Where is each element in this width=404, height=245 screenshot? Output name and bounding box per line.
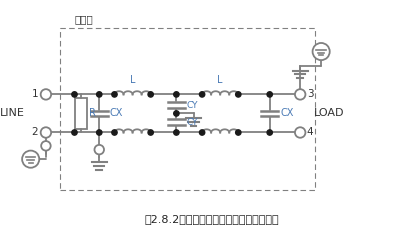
- Circle shape: [97, 130, 102, 135]
- Text: CY: CY: [187, 101, 198, 110]
- Circle shape: [112, 92, 117, 97]
- Circle shape: [95, 145, 104, 154]
- Circle shape: [295, 89, 305, 100]
- Circle shape: [148, 130, 154, 135]
- Circle shape: [295, 127, 305, 138]
- Circle shape: [174, 111, 179, 116]
- Text: R: R: [89, 109, 96, 118]
- Text: 2: 2: [32, 127, 38, 137]
- Circle shape: [148, 92, 154, 97]
- Text: CY: CY: [187, 119, 198, 127]
- Text: ケース: ケース: [74, 14, 93, 24]
- Circle shape: [112, 130, 117, 135]
- Text: 1: 1: [32, 89, 38, 99]
- Text: L: L: [130, 75, 135, 85]
- Text: CX: CX: [110, 109, 123, 118]
- Circle shape: [22, 151, 39, 168]
- Text: LINE: LINE: [0, 109, 25, 118]
- Circle shape: [97, 92, 102, 97]
- Circle shape: [200, 92, 205, 97]
- Circle shape: [41, 141, 50, 151]
- Circle shape: [236, 92, 241, 97]
- Circle shape: [267, 130, 272, 135]
- Circle shape: [41, 89, 51, 100]
- Circle shape: [174, 92, 179, 97]
- Bar: [76, 98, 87, 129]
- Text: 4: 4: [307, 127, 314, 137]
- Circle shape: [72, 130, 77, 135]
- Text: 3: 3: [307, 89, 314, 99]
- Circle shape: [236, 130, 241, 135]
- Text: CX: CX: [280, 109, 294, 118]
- Bar: [60, 28, 316, 190]
- Circle shape: [313, 43, 330, 60]
- Circle shape: [200, 130, 205, 135]
- Circle shape: [41, 127, 51, 138]
- Circle shape: [174, 130, 179, 135]
- Text: 図2.8.2　単相２段フィルタの回路構成例: 図2.8.2 単相２段フィルタの回路構成例: [144, 214, 279, 224]
- Circle shape: [72, 92, 77, 97]
- Circle shape: [267, 92, 272, 97]
- Text: L: L: [217, 75, 223, 85]
- Text: LOAD: LOAD: [314, 109, 344, 118]
